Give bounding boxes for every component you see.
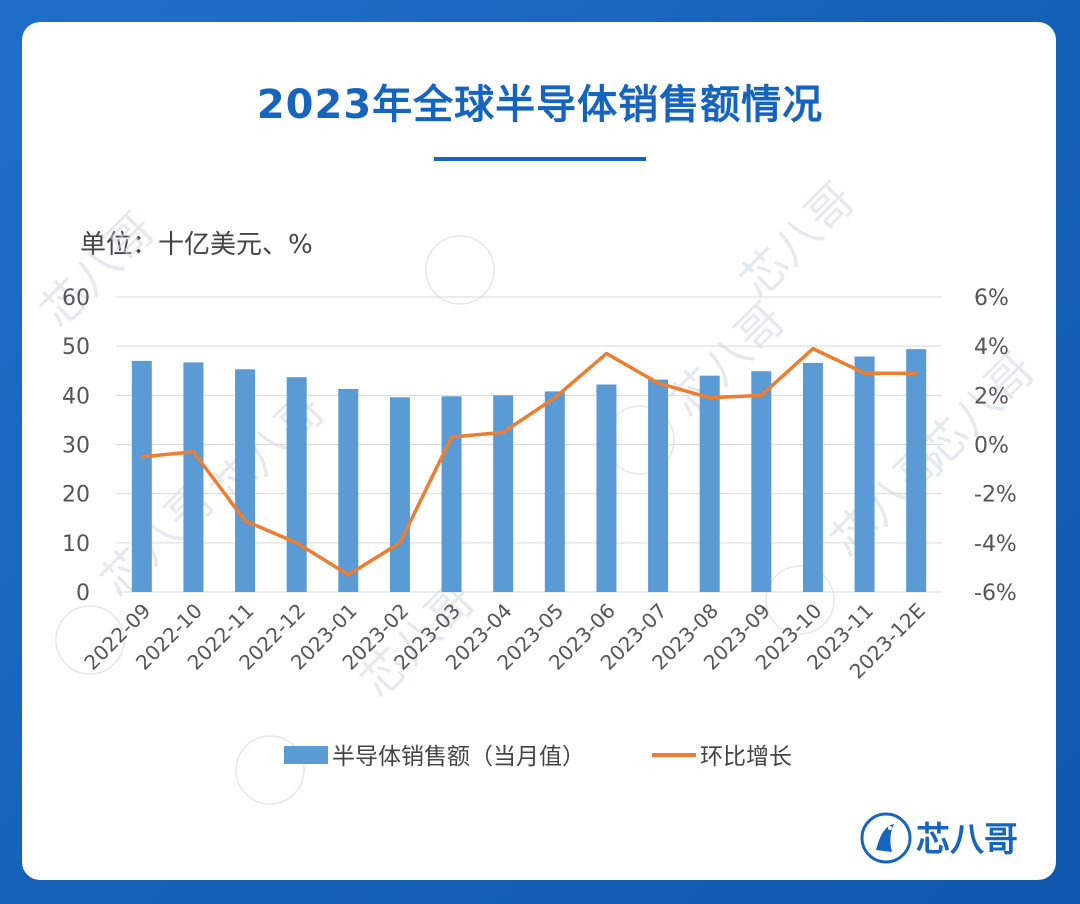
y-left-tick: 10 bbox=[62, 532, 90, 557]
line-point bbox=[398, 541, 402, 545]
title-underline bbox=[434, 157, 646, 161]
line-point bbox=[243, 519, 247, 523]
bar bbox=[389, 397, 410, 592]
bar bbox=[544, 391, 565, 592]
line-point bbox=[708, 396, 712, 400]
line-point bbox=[656, 381, 660, 385]
watermark-icon bbox=[55, 605, 125, 675]
bar bbox=[286, 377, 307, 592]
watermark-icon bbox=[425, 235, 495, 305]
y-right-tick: 4% bbox=[974, 335, 1009, 360]
y-left-tick: 30 bbox=[62, 434, 90, 459]
y-right-tick: -2% bbox=[974, 483, 1017, 508]
bar bbox=[183, 362, 204, 592]
logo-icon bbox=[860, 812, 912, 864]
bar bbox=[854, 356, 875, 592]
chart-title: 2023年全球半导体销售额情况 bbox=[256, 82, 824, 128]
line-point bbox=[450, 435, 454, 439]
watermark-text: 芯八哥 bbox=[200, 382, 336, 518]
line-point bbox=[863, 371, 867, 375]
watermark-text: 芯八哥 bbox=[30, 202, 166, 338]
bar bbox=[699, 375, 720, 592]
y-left-tick: 50 bbox=[62, 335, 90, 360]
y-left-tick: 20 bbox=[62, 483, 90, 508]
y-left-tick: 60 bbox=[62, 286, 90, 311]
watermark-icon bbox=[235, 735, 305, 805]
watermark-text: 芯八哥 bbox=[90, 472, 226, 608]
bar bbox=[751, 371, 772, 592]
line-point bbox=[811, 347, 815, 351]
line-point bbox=[759, 393, 763, 397]
bar bbox=[596, 384, 617, 592]
bar bbox=[235, 369, 256, 592]
line-point bbox=[553, 396, 557, 400]
bar bbox=[802, 362, 823, 592]
line-point bbox=[604, 352, 608, 356]
watermark-icon bbox=[765, 565, 835, 635]
bar bbox=[493, 395, 514, 592]
legend-bar-swatch bbox=[284, 746, 328, 764]
y-right-tick: -6% bbox=[974, 581, 1017, 606]
y-left-tick: 40 bbox=[62, 384, 90, 409]
line-point bbox=[295, 541, 299, 545]
line-point bbox=[191, 450, 195, 454]
line-series bbox=[141, 346, 917, 577]
line-point bbox=[501, 430, 505, 434]
legend-bar-label: 半导体销售额（当月值） bbox=[332, 744, 585, 770]
y-right-tick: 2% bbox=[974, 384, 1009, 409]
bar bbox=[906, 349, 927, 592]
bar bbox=[338, 388, 359, 592]
line-point bbox=[140, 455, 144, 459]
y-right-tick: 6% bbox=[974, 286, 1009, 311]
y-left-tick: 0 bbox=[76, 581, 90, 606]
y-right-tick: -4% bbox=[974, 532, 1017, 557]
line-point bbox=[346, 573, 350, 577]
watermark-text: 芯八哥 bbox=[660, 292, 796, 428]
bar bbox=[441, 396, 462, 592]
bar bbox=[648, 379, 669, 592]
logo-text: 芯八哥 bbox=[916, 820, 1018, 860]
line-point bbox=[914, 371, 918, 375]
y-right-tick: 0% bbox=[974, 434, 1009, 459]
bar bbox=[131, 360, 152, 592]
watermark-text: 芯八哥 bbox=[820, 432, 956, 568]
unit-label: 单位：十亿美元、% bbox=[80, 230, 313, 260]
watermark-text: 芯八哥 bbox=[730, 172, 866, 308]
legend-line-label: 环比增长 bbox=[700, 744, 792, 770]
